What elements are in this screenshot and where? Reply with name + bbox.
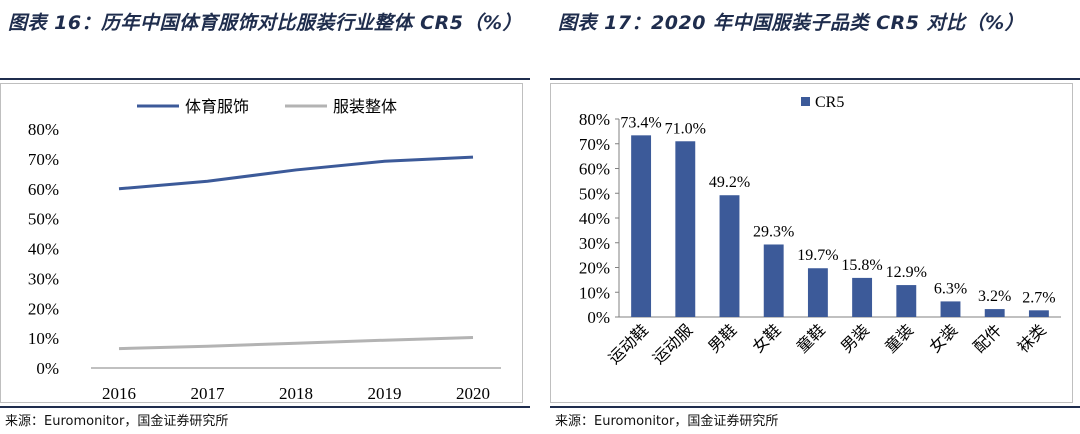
- y-tick-label: 10%: [579, 283, 610, 302]
- data-label: 12.9%: [886, 264, 927, 281]
- line-chart: 0% 10% 20% 30% 40% 50% 60% 70% 80% 2016 2017 2018 20…: [28, 97, 501, 403]
- right-panel: 图表 17：2020 年中国服装子品类 CR5 对比（%） 0% 10% 20% 30…: [550, 0, 1080, 434]
- bar-chart: 0% 10% 20% 30% 40% 50% 60% 70% 80% 73.4% 运动鞋 71.0% 运…: [579, 94, 1061, 368]
- y-tick-label: 70%: [28, 150, 59, 169]
- data-label: 19.7%: [797, 247, 838, 264]
- y-tick-label: 30%: [28, 269, 59, 288]
- y-tick-label: 30%: [579, 234, 610, 253]
- bar: [984, 309, 1005, 317]
- data-label: 3.2%: [978, 288, 1011, 305]
- category-label: 童装: [881, 320, 917, 356]
- category-label: 男装: [837, 320, 873, 356]
- data-label: 15.8%: [841, 257, 882, 274]
- data-label: 2.7%: [1022, 289, 1055, 306]
- bar: [896, 285, 917, 317]
- category-label: 运动服: [649, 320, 696, 367]
- legend-label: 服装整体: [333, 97, 397, 116]
- bar: [852, 277, 873, 317]
- category-label: 男鞋: [704, 320, 740, 356]
- data-label: 49.2%: [709, 174, 750, 191]
- bar: [719, 195, 740, 317]
- x-tick-label: 2020: [456, 384, 490, 403]
- category-label: 女装: [925, 320, 961, 356]
- category-label: 配件: [969, 320, 1005, 356]
- legend-label: 体育服饰: [185, 97, 249, 116]
- y-tick-label: 50%: [579, 184, 610, 203]
- title-rule: [0, 78, 530, 80]
- bar: [1028, 310, 1049, 317]
- y-tick-label: 40%: [579, 209, 610, 228]
- source-note: 来源：Euromonitor，国金证券研究所: [5, 414, 229, 429]
- chart-frame: 0% 10% 20% 30% 40% 50% 60% 70% 80% 2016 2017 2018 20…: [0, 83, 523, 403]
- y-tick-label: 60%: [579, 160, 610, 179]
- y-tick-label: 70%: [579, 135, 610, 154]
- chart-frame: 0% 10% 20% 30% 40% 50% 60% 70% 80% 73.4% 运动鞋 71.0% 运…: [550, 83, 1073, 403]
- x-tick-label: 2016: [102, 384, 136, 403]
- bar: [675, 141, 696, 317]
- y-tick-label: 0%: [587, 308, 610, 327]
- source-rule: [0, 406, 530, 408]
- y-tick-label: 10%: [28, 329, 59, 348]
- category-label: 童鞋: [793, 320, 829, 356]
- y-tick-label: 0%: [36, 359, 59, 378]
- category-label: 女鞋: [748, 320, 784, 356]
- x-tick-label: 2018: [279, 384, 313, 403]
- title-rule: [550, 78, 1080, 80]
- y-tick-label: 20%: [579, 259, 610, 278]
- y-tick-label: 80%: [28, 120, 59, 139]
- left-panel: 图表 16：历年中国体育服饰对比服装行业整体 CR5（%） 0% 10% 20% 30…: [0, 0, 530, 434]
- bar: [631, 135, 652, 317]
- data-label: 71.0%: [665, 120, 706, 137]
- bar: [807, 268, 828, 317]
- y-tick-label: 40%: [28, 240, 59, 259]
- data-label: 29.3%: [753, 223, 794, 240]
- source-note: 来源：Euromonitor，国金证券研究所: [555, 414, 779, 429]
- x-tick-label: 2017: [191, 384, 226, 403]
- figure-title: 图表 16：历年中国体育服饰对比服装行业整体 CR5（%）: [8, 12, 523, 34]
- source-rule: [550, 406, 1080, 408]
- data-label: 6.3%: [934, 280, 967, 297]
- bar: [940, 301, 961, 317]
- category-label: 运动鞋: [605, 320, 652, 367]
- x-tick-label: 2019: [368, 384, 402, 403]
- legend-label: CR5: [815, 94, 844, 111]
- y-tick-label: 20%: [28, 299, 59, 318]
- y-tick-label: 60%: [28, 180, 59, 199]
- series-line: [118, 336, 474, 351]
- category-label: 袜类: [1014, 320, 1050, 356]
- y-tick-label: 50%: [28, 210, 59, 229]
- bar: [763, 244, 784, 317]
- y-tick-label: 80%: [579, 110, 610, 129]
- figure-title: 图表 17：2020 年中国服装子品类 CR5 对比（%）: [558, 12, 1025, 34]
- legend-swatch: [801, 97, 810, 106]
- series-line: [118, 155, 474, 191]
- data-label: 73.4%: [620, 114, 661, 131]
